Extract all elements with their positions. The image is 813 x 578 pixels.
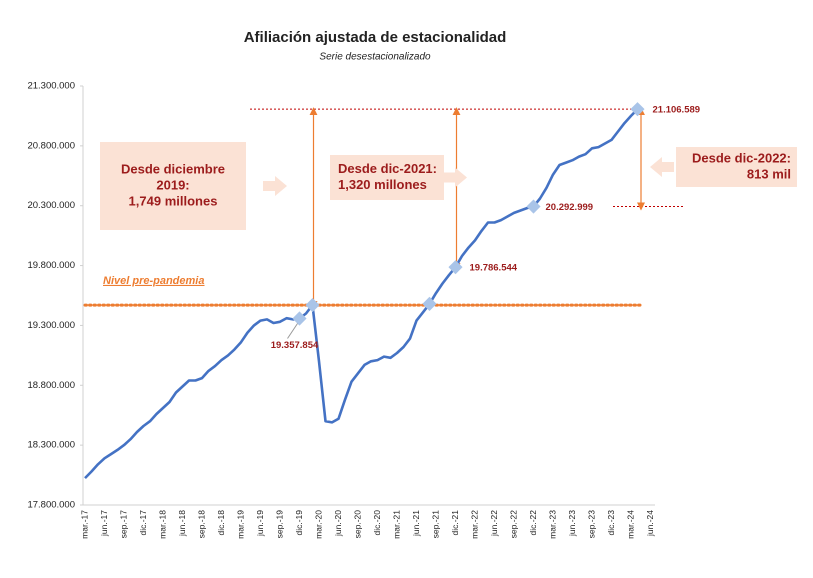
- annotation-arrow: [443, 167, 467, 188]
- value-label: 20.292.999: [546, 202, 594, 213]
- x-tick-label: mar.-23: [547, 510, 557, 539]
- x-tick-label: dic.-17: [138, 510, 148, 536]
- point-marker: [422, 296, 437, 311]
- x-tick-label: sep.-19: [274, 510, 284, 539]
- chart-subtitle: Serie desestacionalizado: [319, 52, 431, 63]
- x-tick-label: sep.-18: [196, 510, 206, 539]
- x-tick-label: jun.-24: [645, 510, 655, 537]
- y-tick-label: 18.300.000: [27, 440, 75, 451]
- x-tick-label: sep.-20: [352, 510, 362, 539]
- x-tick-label: jun.-23: [567, 510, 577, 537]
- x-tick-label: dic.-18: [216, 510, 226, 536]
- x-tick-label: sep.-17: [118, 510, 128, 539]
- annotation-text: Desde diciembre: [121, 161, 225, 176]
- x-tick-label: jun.-17: [99, 510, 109, 537]
- point-marker: [305, 298, 320, 313]
- value-label: 19.786.544: [470, 263, 518, 274]
- annotation-arrow: [650, 157, 674, 177]
- x-tick-label: mar.-22: [469, 510, 479, 539]
- y-tick-label: 17.800.000: [27, 500, 75, 511]
- annotation-arrow: [263, 176, 287, 196]
- value-label: 21.106.589: [653, 105, 701, 116]
- x-tick-label: mar.-18: [157, 510, 167, 539]
- x-tick-label: jun.-19: [255, 510, 265, 537]
- annotation-box: [100, 142, 246, 230]
- reference-label: Nivel pre-pandemia: [103, 275, 204, 287]
- annotation-text: 813 mil: [747, 166, 791, 181]
- x-tick-label: jun.-18: [177, 510, 187, 537]
- x-tick-label: jun.-21: [411, 510, 421, 537]
- y-tick-label: 20.800.000: [27, 140, 75, 151]
- x-tick-label: dic.-22: [528, 510, 538, 536]
- annotation-text: 1,320 millones: [338, 177, 427, 192]
- chart-title: Afiliación ajustada de estacionalidad: [244, 29, 507, 46]
- x-tick-label: dic.-21: [450, 510, 460, 536]
- x-tick-label: sep.-21: [430, 510, 440, 539]
- point-marker: [630, 102, 645, 117]
- x-tick-label: jun.-22: [489, 510, 499, 537]
- point-marker: [292, 311, 307, 326]
- value-label: 19.357.854: [271, 340, 319, 351]
- x-tick-label: dic.-23: [606, 510, 616, 536]
- leader-line: [287, 323, 298, 339]
- x-tick-label: mar.-17: [79, 510, 89, 539]
- series-line: [84, 108, 639, 480]
- annotation-text: Desde dic-2021:: [338, 161, 437, 176]
- annotation-text: 1,749 millones: [129, 193, 218, 208]
- annotation-box: [676, 147, 797, 187]
- x-tick-label: dic.-19: [294, 510, 304, 536]
- x-tick-label: jun.-20: [333, 510, 343, 537]
- y-tick-label: 19.300.000: [27, 320, 75, 331]
- x-tick-label: mar.-21: [391, 510, 401, 539]
- y-tick-label: 18.800.000: [27, 380, 75, 391]
- x-tick-label: mar.-19: [235, 510, 245, 539]
- y-tick-label: 21.300.000: [27, 81, 75, 92]
- x-tick-label: mar.-20: [313, 510, 323, 539]
- annotation-text: Desde dic-2022:: [692, 150, 791, 165]
- y-tick-label: 20.300.000: [27, 200, 75, 211]
- point-marker: [526, 199, 541, 214]
- x-tick-label: sep.-22: [508, 510, 518, 539]
- x-tick-label: mar.-24: [625, 510, 635, 539]
- x-tick-label: dic.-20: [372, 510, 382, 536]
- annotation-text: 2019:: [156, 177, 189, 192]
- point-marker: [448, 260, 463, 275]
- annotation-box: [330, 155, 444, 200]
- y-tick-label: 19.800.000: [27, 260, 75, 271]
- x-tick-label: sep.-23: [586, 510, 596, 539]
